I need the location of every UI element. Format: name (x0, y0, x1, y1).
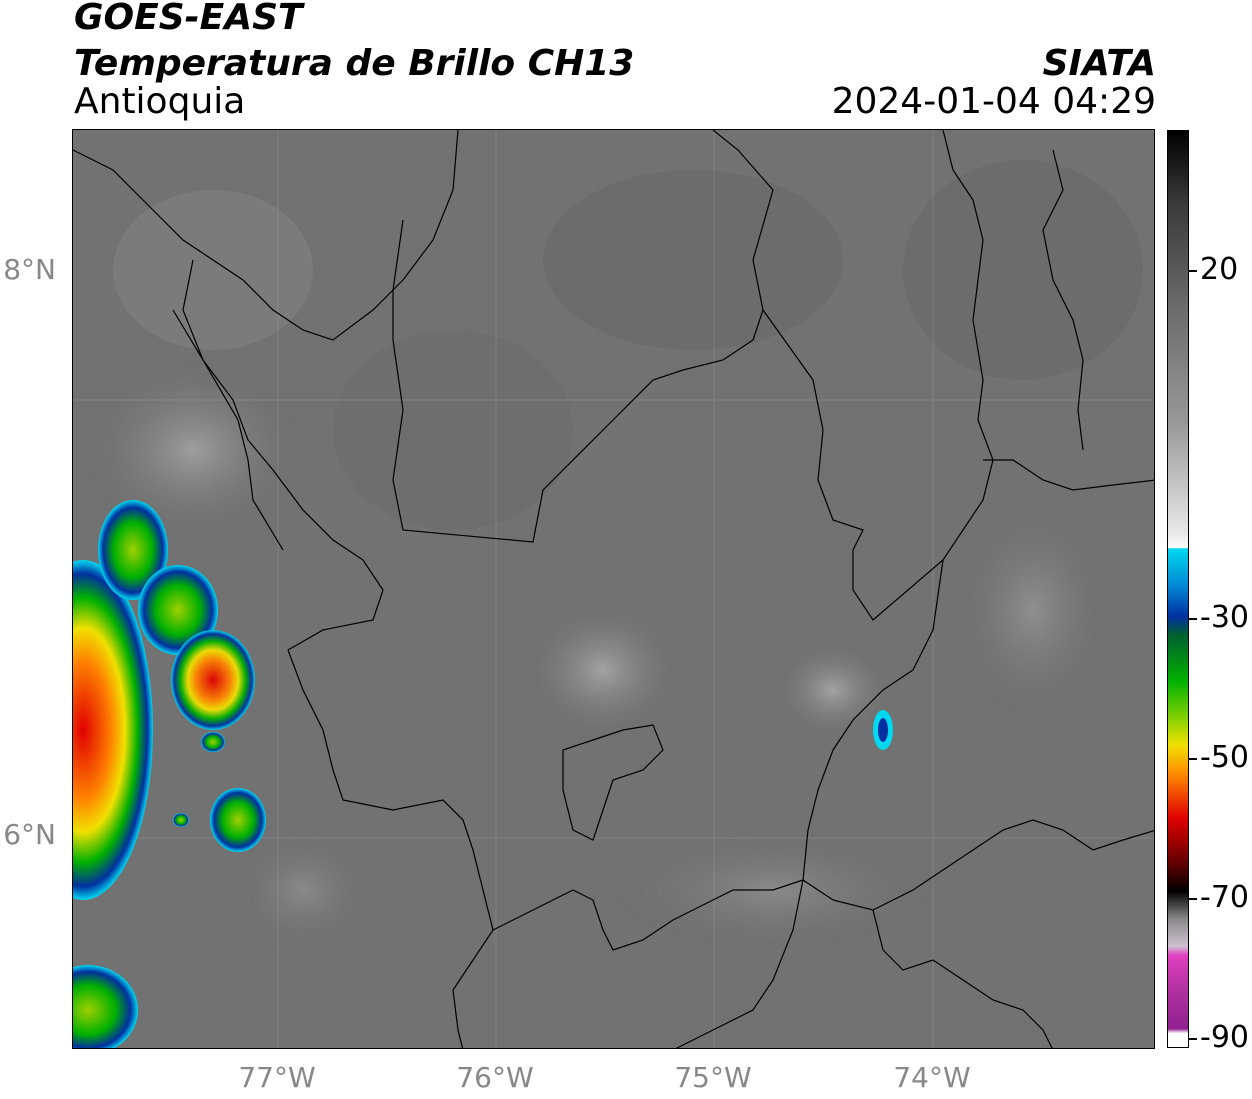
colorbar-tick-minus50: -50 (1200, 740, 1249, 775)
colorbar-tickmark (1189, 758, 1197, 760)
lon-tick-75w: 75°W (674, 1061, 752, 1094)
map-canvas (73, 130, 1154, 1048)
convective-clouds (73, 500, 893, 1048)
colorbar-tick-minus30: -30 (1200, 600, 1249, 635)
lat-tick-6n: 6°N (3, 818, 56, 851)
colorbar-tickmark (1189, 270, 1197, 272)
lon-tick-77w: 77°W (238, 1061, 316, 1094)
colorbar-tickmark (1189, 618, 1197, 620)
administrative-borders (73, 130, 1154, 1048)
lon-tick-76w: 76°W (456, 1061, 534, 1094)
colorbar-tick-20: 20 (1200, 252, 1239, 287)
colorbar-tickmark (1189, 1038, 1197, 1040)
timestamp-label: 2024-01-04 04:29 (831, 81, 1156, 122)
region-label: Antioquia (74, 81, 246, 122)
organization-label: SIATA (1042, 43, 1156, 84)
satellite-title: GOES-EAST (74, 0, 303, 38)
lon-tick-74w: 74°W (893, 1061, 971, 1094)
product-title: Temperatura de Brillo CH13 (74, 43, 635, 84)
cloud-texture (83, 160, 1143, 950)
colorbar (1167, 130, 1189, 1048)
lat-tick-8n: 8°N (3, 253, 56, 286)
satellite-map[interactable] (72, 129, 1155, 1049)
colorbar-tick-minus90: -90 (1200, 1020, 1249, 1055)
colorbar-tick-minus70: -70 (1200, 880, 1249, 915)
colorbar-tickmark (1189, 898, 1197, 900)
